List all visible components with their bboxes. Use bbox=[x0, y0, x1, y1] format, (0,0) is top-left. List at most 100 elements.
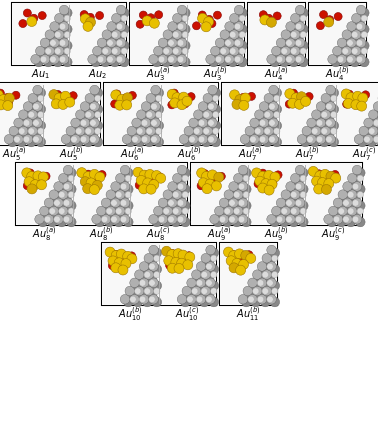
Circle shape bbox=[323, 174, 331, 182]
Circle shape bbox=[153, 255, 160, 261]
Circle shape bbox=[295, 165, 305, 175]
Circle shape bbox=[229, 90, 240, 100]
Bar bbox=[248, 3, 305, 65]
Circle shape bbox=[85, 93, 94, 103]
Circle shape bbox=[373, 134, 378, 144]
Circle shape bbox=[27, 184, 37, 194]
Circle shape bbox=[117, 94, 127, 104]
Circle shape bbox=[355, 201, 365, 210]
Circle shape bbox=[299, 41, 308, 51]
Circle shape bbox=[228, 57, 238, 67]
Circle shape bbox=[246, 253, 256, 264]
Circle shape bbox=[130, 296, 136, 303]
Circle shape bbox=[147, 289, 157, 298]
Circle shape bbox=[347, 54, 356, 64]
Circle shape bbox=[346, 201, 356, 210]
Circle shape bbox=[8, 137, 17, 147]
Circle shape bbox=[105, 247, 115, 257]
Circle shape bbox=[233, 49, 242, 59]
Circle shape bbox=[329, 137, 339, 147]
Circle shape bbox=[76, 110, 85, 120]
Circle shape bbox=[93, 121, 102, 131]
Circle shape bbox=[50, 56, 56, 63]
Circle shape bbox=[352, 30, 361, 40]
Circle shape bbox=[271, 255, 278, 261]
Circle shape bbox=[80, 134, 90, 144]
Circle shape bbox=[234, 40, 241, 46]
Circle shape bbox=[274, 95, 280, 101]
Circle shape bbox=[176, 254, 184, 262]
Circle shape bbox=[50, 54, 59, 64]
Circle shape bbox=[262, 288, 268, 294]
Bar bbox=[248, 163, 305, 225]
Circle shape bbox=[96, 49, 105, 59]
Circle shape bbox=[58, 33, 67, 42]
Circle shape bbox=[223, 217, 232, 227]
Circle shape bbox=[54, 30, 64, 40]
Circle shape bbox=[120, 198, 130, 208]
Circle shape bbox=[281, 30, 291, 40]
Circle shape bbox=[267, 261, 276, 271]
Circle shape bbox=[96, 11, 104, 19]
Circle shape bbox=[324, 113, 334, 122]
Circle shape bbox=[106, 190, 116, 200]
Circle shape bbox=[215, 206, 224, 216]
Circle shape bbox=[235, 95, 245, 104]
Circle shape bbox=[241, 250, 251, 261]
Circle shape bbox=[270, 248, 280, 258]
Circle shape bbox=[116, 56, 123, 63]
Circle shape bbox=[234, 23, 241, 30]
Circle shape bbox=[141, 136, 148, 143]
Circle shape bbox=[107, 40, 113, 46]
Circle shape bbox=[185, 289, 195, 298]
Circle shape bbox=[17, 137, 26, 147]
Circle shape bbox=[201, 171, 211, 181]
Circle shape bbox=[351, 209, 360, 218]
Circle shape bbox=[242, 297, 251, 307]
Circle shape bbox=[284, 193, 294, 202]
Circle shape bbox=[264, 126, 274, 136]
Circle shape bbox=[113, 90, 121, 98]
Circle shape bbox=[206, 113, 216, 122]
Bar bbox=[220, 243, 276, 305]
Circle shape bbox=[220, 48, 226, 54]
Circle shape bbox=[167, 263, 177, 273]
Circle shape bbox=[163, 206, 173, 216]
Circle shape bbox=[355, 217, 365, 227]
Circle shape bbox=[187, 294, 197, 304]
Circle shape bbox=[177, 258, 187, 268]
Circle shape bbox=[62, 176, 71, 186]
Circle shape bbox=[116, 40, 123, 46]
Circle shape bbox=[31, 129, 41, 139]
Circle shape bbox=[14, 134, 23, 144]
Circle shape bbox=[171, 201, 181, 210]
Circle shape bbox=[264, 93, 274, 103]
Circle shape bbox=[76, 126, 85, 136]
Circle shape bbox=[135, 286, 144, 296]
Circle shape bbox=[301, 137, 310, 147]
Circle shape bbox=[40, 206, 49, 216]
Circle shape bbox=[106, 206, 116, 216]
Text: $Au_{6}^{(b)}$: $Au_{6}^{(b)}$ bbox=[177, 145, 201, 163]
Circle shape bbox=[110, 41, 119, 51]
Circle shape bbox=[196, 280, 203, 286]
Circle shape bbox=[66, 126, 76, 136]
Circle shape bbox=[219, 214, 229, 224]
Circle shape bbox=[90, 85, 99, 95]
Circle shape bbox=[239, 15, 245, 21]
Circle shape bbox=[155, 112, 162, 118]
Circle shape bbox=[168, 101, 176, 109]
Circle shape bbox=[264, 185, 274, 195]
Circle shape bbox=[310, 137, 319, 147]
Circle shape bbox=[364, 118, 373, 128]
Circle shape bbox=[111, 100, 119, 108]
Circle shape bbox=[172, 190, 182, 200]
Circle shape bbox=[80, 136, 87, 143]
Circle shape bbox=[330, 128, 337, 134]
Circle shape bbox=[246, 289, 256, 298]
Circle shape bbox=[267, 129, 277, 139]
Circle shape bbox=[232, 217, 242, 227]
Circle shape bbox=[88, 54, 98, 64]
Circle shape bbox=[44, 198, 54, 208]
Circle shape bbox=[168, 40, 174, 46]
